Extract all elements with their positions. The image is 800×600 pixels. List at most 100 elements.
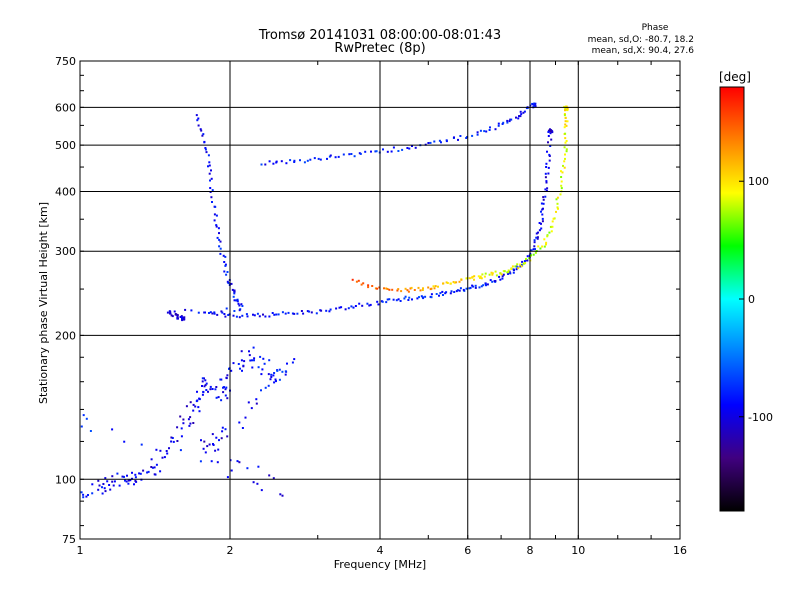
data-point	[334, 156, 337, 159]
data-point	[564, 123, 567, 126]
data-point	[344, 308, 347, 311]
data-point	[521, 260, 524, 263]
data-point	[236, 300, 239, 303]
data-point	[494, 280, 497, 282]
data-point	[182, 422, 185, 425]
data-point	[306, 159, 309, 162]
data-point	[499, 272, 502, 275]
data-point	[563, 160, 566, 163]
data-point	[206, 445, 209, 448]
data-point	[542, 198, 545, 201]
data-point	[517, 117, 520, 120]
data-point	[232, 314, 235, 317]
data-point	[406, 147, 409, 149]
data-point	[223, 386, 225, 389]
data-point	[220, 399, 223, 402]
data-point	[421, 289, 424, 291]
data-point	[247, 401, 250, 404]
data-point	[385, 287, 388, 290]
data-point	[138, 472, 141, 475]
data-point	[315, 312, 318, 315]
data-point	[210, 196, 213, 199]
data-point	[253, 357, 256, 360]
data-point	[260, 389, 262, 392]
data-point	[278, 368, 281, 371]
data-point	[522, 111, 525, 114]
data-point	[264, 163, 267, 166]
data-point	[560, 170, 562, 173]
data-point	[179, 415, 182, 418]
data-point	[547, 141, 549, 144]
data-point	[150, 466, 153, 468]
data-point	[261, 368, 264, 371]
data-point	[433, 287, 436, 290]
data-point	[544, 172, 547, 175]
data-point	[212, 444, 215, 446]
data-point	[255, 398, 258, 401]
data-point	[252, 313, 254, 316]
data-point	[376, 300, 379, 303]
data-point	[564, 157, 566, 160]
data-point	[232, 362, 235, 365]
data-point	[227, 314, 230, 316]
data-point	[479, 275, 482, 278]
data-point	[453, 281, 456, 284]
data-point	[445, 291, 448, 294]
data-point	[481, 273, 484, 276]
data-point	[224, 264, 227, 267]
data-point	[199, 460, 202, 463]
data-point	[563, 126, 566, 129]
data-point	[329, 308, 332, 311]
data-point	[91, 483, 94, 486]
data-point	[545, 180, 548, 183]
data-point	[248, 354, 251, 357]
data-point	[269, 378, 272, 381]
data-point	[434, 285, 437, 288]
data-point	[231, 288, 234, 291]
data-point	[226, 280, 229, 283]
data-point	[163, 456, 166, 459]
data-point	[549, 225, 552, 228]
data-point	[225, 377, 228, 380]
data-point	[121, 475, 124, 478]
data-point	[414, 146, 417, 149]
y-tick-label: 75	[62, 533, 76, 546]
data-point	[512, 268, 515, 271]
phase-stats-box: Phase mean, sd,O: -80.7, 18.2 mean, sd,X…	[588, 23, 695, 56]
data-point	[469, 286, 472, 289]
data-point	[455, 290, 458, 293]
data-point	[268, 474, 271, 477]
data-point	[519, 115, 522, 118]
data-point	[401, 148, 404, 151]
x-tick-label: 8	[527, 544, 534, 557]
data-point	[218, 238, 221, 241]
data-point	[329, 154, 332, 157]
data-point	[377, 303, 380, 306]
data-point	[374, 287, 377, 290]
data-point	[102, 483, 105, 485]
data-point	[214, 205, 217, 208]
data-point	[442, 294, 444, 296]
data-point	[403, 297, 406, 300]
data-point	[291, 361, 294, 364]
data-point	[491, 273, 494, 276]
data-point	[523, 110, 526, 113]
data-point	[113, 480, 116, 483]
data-point	[502, 273, 505, 276]
data-point	[506, 121, 509, 124]
data-point	[544, 195, 547, 198]
data-point	[342, 153, 345, 156]
data-point	[397, 150, 400, 152]
data-point	[240, 303, 243, 306]
data-point	[468, 277, 471, 280]
data-point	[503, 270, 506, 273]
data-point	[287, 311, 290, 314]
data-point	[293, 159, 296, 162]
data-point	[232, 295, 235, 298]
data-point	[317, 157, 320, 160]
data-point	[233, 299, 236, 302]
data-point	[538, 222, 541, 224]
data-point	[203, 141, 206, 144]
data-point	[361, 304, 364, 307]
y-tick-label: 100	[55, 473, 76, 486]
